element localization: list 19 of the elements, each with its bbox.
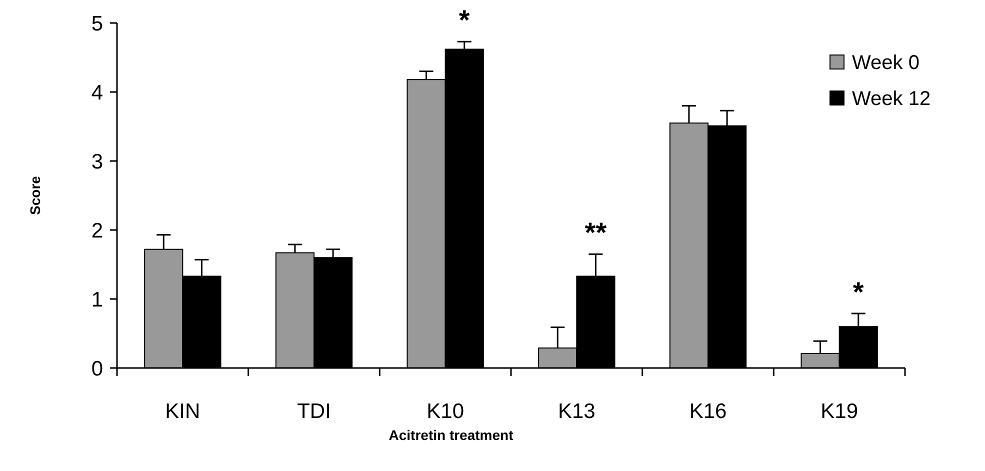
x-tick-label: K19 [820, 400, 858, 423]
y-tick-label: 5 [91, 12, 103, 36]
x-tick-label: K10 [426, 400, 464, 423]
y-axis-title: Score [27, 176, 43, 215]
y-tick-label: 0 [91, 357, 103, 380]
y-tick-label: 2 [91, 219, 103, 242]
x-axis-title: Acitretin treatment [388, 427, 514, 443]
annotation: * [852, 276, 864, 308]
annotation: ** [584, 217, 607, 248]
legend-label: Week 12 [852, 88, 931, 110]
x-tick-label: K13 [558, 400, 596, 423]
y-tick-label: 3 [91, 150, 103, 174]
x-tick-label: KIN [165, 400, 200, 423]
annotation: * [458, 4, 470, 36]
y-tick-label: 1 [91, 288, 103, 312]
x-tick-label: K16 [689, 400, 727, 423]
x-tick-label: TDI [297, 400, 331, 423]
y-tick-label: 4 [91, 81, 104, 104]
legend-label: Week 0 [852, 52, 920, 74]
